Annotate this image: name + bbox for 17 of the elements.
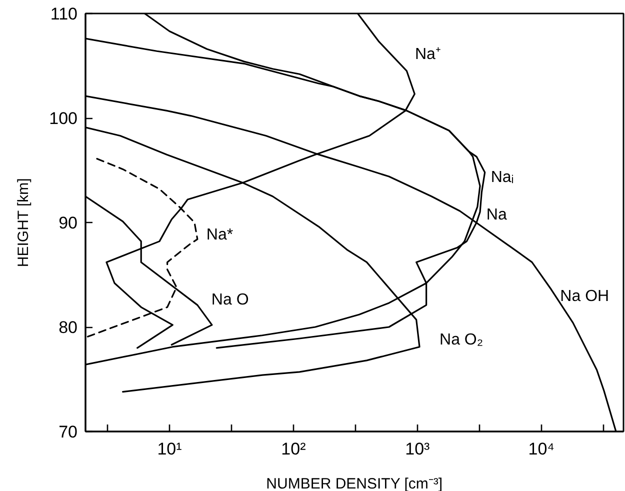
- y-tick-label: 100: [49, 109, 78, 128]
- x-tick-label: 10¹: [157, 440, 182, 458]
- y-tick-label: 70: [58, 422, 78, 442]
- y-axis-title: HEIGHT [km]: [15, 178, 32, 268]
- series-label: Na OH: [560, 288, 610, 305]
- series-label: Na⁺: [415, 46, 440, 64]
- x-tick-label: 10³: [405, 440, 430, 458]
- series-label: Naᵢ: [490, 168, 514, 186]
- series-label: Na O₂: [440, 331, 484, 348]
- x-tick-label: 10²: [281, 440, 306, 458]
- x-tick-label: 10⁴: [528, 440, 554, 458]
- series-label: Na O: [211, 292, 249, 309]
- y-tick-label: 110: [50, 4, 78, 24]
- series-label: Na*: [206, 226, 234, 244]
- series-label: Na: [486, 206, 507, 224]
- y-tick-label: 90: [58, 214, 78, 232]
- y-tick-label: 80: [58, 318, 78, 337]
